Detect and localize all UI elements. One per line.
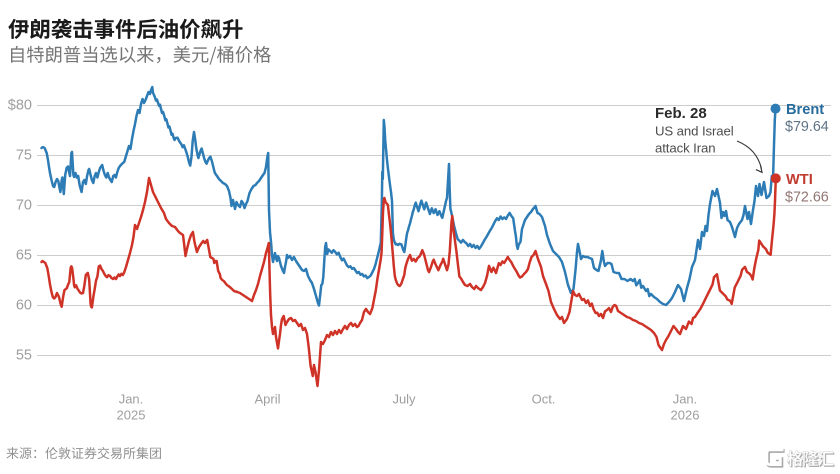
svg-text:75: 75 bbox=[16, 148, 32, 164]
svg-text:55: 55 bbox=[16, 348, 32, 364]
svg-text:65: 65 bbox=[16, 248, 32, 264]
svg-text:70: 70 bbox=[16, 198, 32, 214]
svg-text:$79.64: $79.64 bbox=[785, 119, 829, 135]
svg-text:April: April bbox=[254, 392, 280, 407]
svg-text:July: July bbox=[392, 392, 416, 407]
svg-text:$80: $80 bbox=[8, 98, 32, 114]
svg-text:US and Israel: US and Israel bbox=[655, 124, 734, 139]
svg-text:Oct.: Oct. bbox=[532, 392, 556, 407]
svg-text:attack Iran: attack Iran bbox=[655, 141, 715, 156]
svg-text:Brent: Brent bbox=[786, 102, 824, 118]
svg-text:60: 60 bbox=[16, 298, 32, 314]
svg-text:$72.66: $72.66 bbox=[785, 190, 829, 206]
svg-text:Feb. 28: Feb. 28 bbox=[655, 105, 707, 122]
svg-text:WTI: WTI bbox=[786, 172, 813, 188]
svg-text:Jan.: Jan. bbox=[673, 392, 698, 407]
svg-text:2026: 2026 bbox=[671, 408, 700, 423]
svg-text:Jan.: Jan. bbox=[119, 392, 144, 407]
svg-text:2025: 2025 bbox=[117, 408, 146, 423]
